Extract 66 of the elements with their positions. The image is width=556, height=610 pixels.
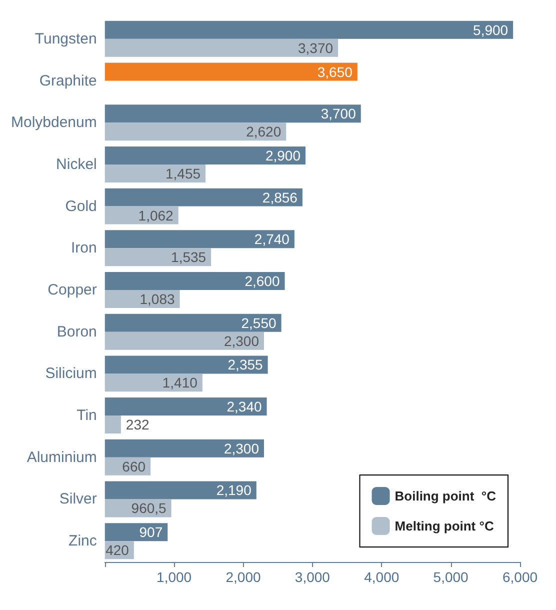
- y-tick-label: Nickel: [56, 156, 97, 173]
- bar: [104, 374, 202, 392]
- legend-label: Boiling point °C: [394, 488, 497, 504]
- y-tick-label: Zinc: [68, 532, 98, 550]
- legend-label: Melting point °C: [394, 518, 494, 534]
- data-label: 660: [122, 458, 146, 474]
- bar: [104, 188, 302, 206]
- bar: [104, 38, 338, 57]
- bar: [104, 416, 121, 434]
- data-label: 960,5: [131, 500, 167, 516]
- bar: [104, 523, 168, 542]
- data-label: 1,083: [140, 290, 176, 307]
- data-label: 3,650: [317, 64, 353, 80]
- bar: [104, 481, 256, 500]
- bar: [104, 146, 306, 164]
- y-tick-label: Molybdenum: [10, 114, 97, 132]
- data-label: 2,550: [241, 314, 277, 331]
- bar: [104, 398, 267, 416]
- x-tick-label: 1,000: [156, 569, 192, 585]
- bar: [104, 164, 206, 182]
- data-label: 1,455: [165, 165, 201, 182]
- data-label: 2,740: [254, 231, 290, 248]
- bar: [104, 20, 514, 39]
- data-label: 5,900: [473, 22, 508, 38]
- y-tick-label: Boron: [56, 323, 97, 340]
- data-label: 232: [126, 416, 150, 433]
- x-tick-label: 6,000: [502, 569, 538, 585]
- bar: [104, 62, 358, 81]
- bar: [104, 248, 212, 266]
- bar: [104, 356, 268, 374]
- bar: [104, 122, 286, 141]
- bar: [104, 332, 264, 350]
- data-label: 2,190: [216, 482, 252, 498]
- data-label: 2,600: [244, 273, 280, 290]
- x-tick-label: 5,000: [433, 569, 469, 585]
- y-tick-label: Tungsten: [34, 30, 97, 48]
- data-label: 2,355: [228, 356, 264, 373]
- data-label: 2,620: [246, 124, 282, 140]
- data-label: 2,300: [224, 332, 260, 349]
- y-tick-label: Aluminium: [26, 448, 97, 466]
- y-tick-label: Graphite: [39, 72, 97, 90]
- x-tick-label: 2,000: [226, 569, 261, 585]
- data-label: 2,856: [262, 189, 298, 206]
- data-label: 3,370: [298, 40, 334, 56]
- data-label: 2,900: [265, 147, 301, 164]
- data-label: 3,700: [320, 106, 356, 122]
- data-label: 420: [106, 542, 130, 558]
- data-label: 1,410: [162, 374, 198, 391]
- data-label: 2,340: [226, 398, 262, 415]
- y-tick-label: Copper: [48, 282, 97, 298]
- bar: [104, 314, 282, 332]
- data-label: 1,535: [171, 249, 206, 266]
- x-tick-label: 4,000: [364, 569, 400, 585]
- data-label: 1,062: [138, 207, 174, 224]
- data-label: 2,300: [224, 440, 260, 456]
- data-label: 907: [139, 524, 163, 540]
- x-tick-label: 3,000: [294, 569, 330, 585]
- bar: [104, 272, 285, 290]
- bar: [104, 230, 294, 248]
- y-tick-label: Tin: [76, 407, 97, 424]
- y-tick-label: Iron: [71, 240, 97, 257]
- y-tick-label: Gold: [65, 198, 97, 215]
- y-tick-label: Silver: [59, 490, 97, 508]
- bar: [104, 104, 361, 123]
- y-tick-label: Silicium: [45, 365, 97, 382]
- bar: [104, 439, 264, 458]
